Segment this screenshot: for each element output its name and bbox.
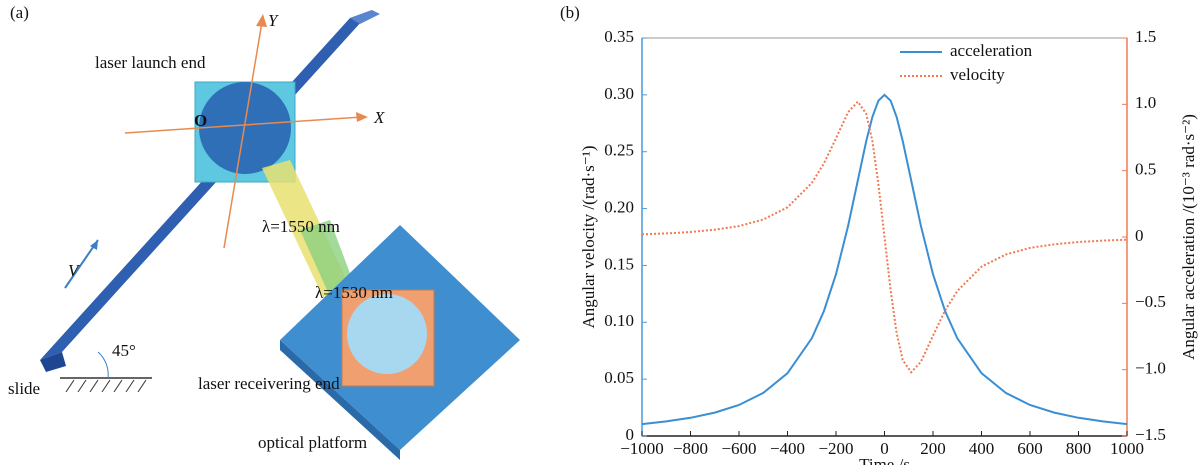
diagram: (a) laser launch end Y X O λ=1550 nm λ=1… [8, 3, 520, 460]
receiver-lens [347, 294, 427, 374]
y-tick-label: 0.15 [604, 254, 634, 273]
y2-axis-label: Angular acceleration /(10⁻³ rad·s⁻²) [1179, 114, 1198, 360]
label: O [194, 111, 207, 130]
y2-tick-label: 0.5 [1135, 160, 1156, 179]
y2-tick-label: 1.5 [1135, 27, 1156, 46]
y-tick-label: 0.30 [604, 84, 634, 103]
angle-arc [98, 352, 108, 378]
label: λ=1530 nm [315, 283, 393, 302]
label: slide [8, 379, 40, 398]
y-axis-label: Angular velocity /(rad·s⁻¹) [579, 145, 598, 328]
label: Y [268, 11, 279, 30]
figure: (a) laser launch end Y X O λ=1550 nm λ=1… [0, 0, 1204, 465]
x-tick-label: 800 [1066, 439, 1092, 458]
page: (a) laser launch end Y X O λ=1550 nm λ=1… [0, 0, 1204, 465]
launch-lens [199, 82, 291, 174]
y-tick-label: 0.10 [604, 311, 634, 330]
series-line [642, 95, 1127, 424]
x-tick-label: 400 [969, 439, 995, 458]
label: λ=1550 nm [262, 217, 340, 236]
y-tick-label: 0.20 [604, 197, 634, 216]
ground-hatch [66, 380, 146, 392]
label: optical platform [258, 433, 367, 452]
x-tick-label: 600 [1017, 439, 1043, 458]
x-axis-label: Time /s [859, 455, 910, 465]
x-tick-label: −200 [818, 439, 853, 458]
label: laser launch end [95, 53, 206, 72]
y2-tick-label: −1.5 [1135, 425, 1166, 444]
x-tick-label: −800 [673, 439, 708, 458]
y-tick-label: 0.25 [604, 141, 634, 160]
x-tick-label: −600 [721, 439, 756, 458]
x-tick-label: −400 [770, 439, 805, 458]
legend-label: velocity [950, 65, 1005, 84]
y2-tick-label: 0 [1135, 226, 1144, 245]
y-tick-label: 0.35 [604, 27, 634, 46]
y-tick-label: 0.05 [604, 368, 634, 387]
y2-tick-label: 1.0 [1135, 93, 1156, 112]
y2-tick-label: −0.5 [1135, 292, 1166, 311]
y-tick-label: 0 [626, 425, 635, 444]
panel-label: (b) [560, 3, 580, 22]
panel-label: (a) [10, 3, 29, 22]
series-line [642, 102, 1127, 373]
x-arrow-head [356, 112, 368, 122]
y-arrow-head [256, 14, 267, 27]
legend-label: acceleration [950, 41, 1033, 60]
y2-tick-label: −1.0 [1135, 359, 1166, 378]
label: 45° [112, 341, 136, 360]
label: V [68, 261, 81, 280]
label: laser receivering end [198, 374, 340, 393]
label: X [373, 108, 385, 127]
x-tick-label: 200 [920, 439, 946, 458]
